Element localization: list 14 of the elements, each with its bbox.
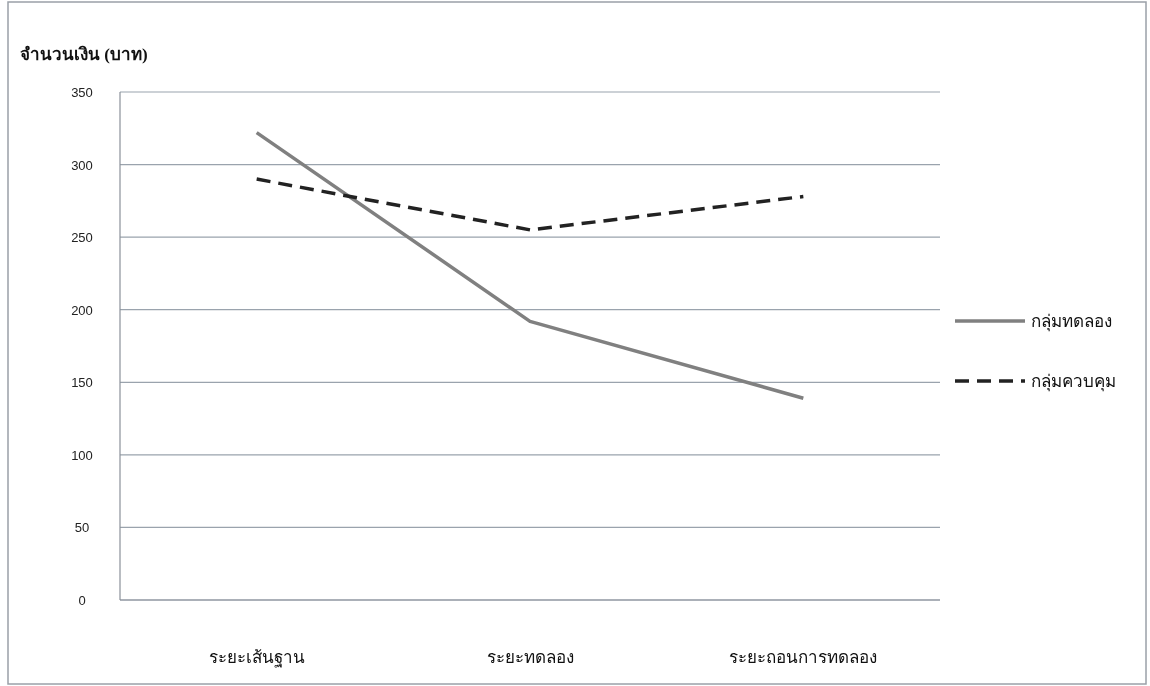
y-tick-label: 100 bbox=[71, 447, 93, 463]
y-tick-label: 300 bbox=[71, 157, 93, 173]
legend-label: กลุ่มควบคุม bbox=[1031, 372, 1116, 392]
y-tick-label: 0 bbox=[78, 593, 86, 608]
y-tick-label: 200 bbox=[71, 302, 93, 318]
legend-label: กลุ่มทดลอง bbox=[1031, 312, 1112, 332]
y-tick-label: 350 bbox=[71, 85, 93, 100]
y-tick-label: 150 bbox=[71, 375, 93, 391]
x-tick-label: ระยะเส้นฐาน bbox=[208, 648, 305, 668]
y-tick-label: 250 bbox=[71, 230, 93, 246]
x-tick-label: ระยะทดลอง bbox=[486, 648, 574, 667]
y-axis-title: จำนวนเงิน (บาท) bbox=[20, 45, 148, 64]
y-tick-label: 50 bbox=[74, 520, 90, 536]
x-tick-label: ระยะถอนการทดลอง bbox=[729, 648, 878, 667]
